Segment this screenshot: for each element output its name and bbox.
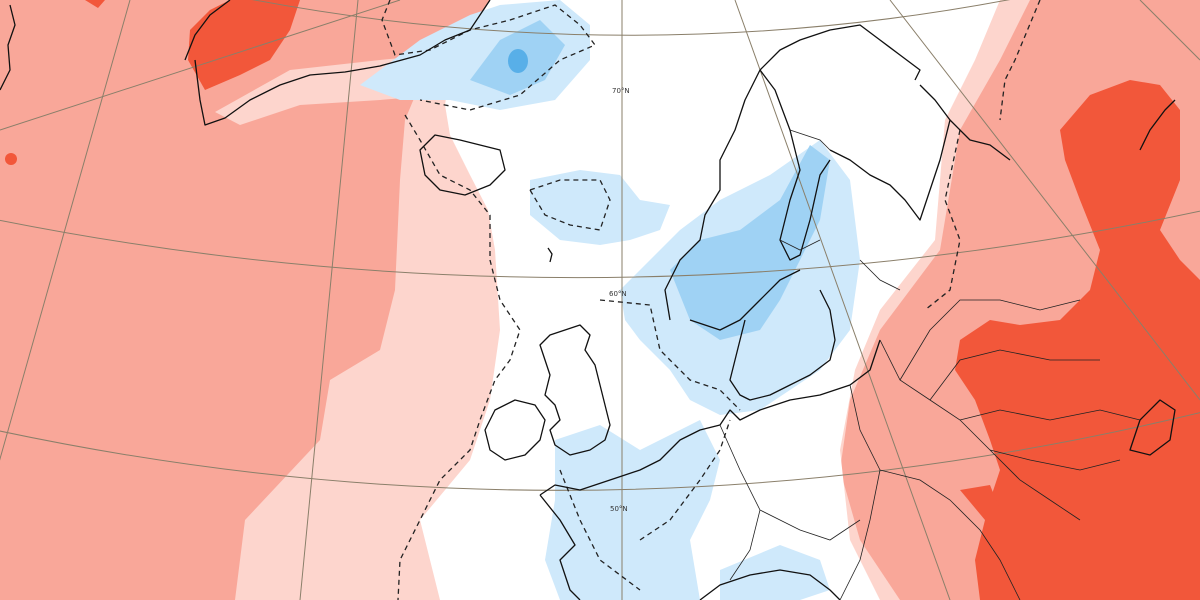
ireland-coastline (484, 399, 546, 461)
cold-strong-anomaly-core (508, 49, 528, 73)
zero-contour-dashed (559, 469, 641, 591)
zero-contour-dashed (924, 129, 961, 311)
meridian-line (734, 0, 951, 600)
cold-light-anomaly-norwegian-sea (530, 170, 670, 245)
baltic-coastline (729, 289, 836, 401)
meridian-line (1139, 0, 1200, 61)
iceland-coastline (419, 134, 506, 196)
meridian-line (0, 0, 131, 461)
latitude-70-label: 70°N (612, 87, 630, 95)
zero-contour-dashed (529, 179, 611, 231)
arctic-russia-coast (949, 119, 1011, 161)
meridian-line (299, 0, 359, 600)
greenland-coastline (184, 0, 491, 126)
zero-contour-dashed (381, 0, 597, 111)
faroe-islands (547, 247, 553, 263)
latitude-60-label: 60°N (609, 290, 627, 298)
mediterranean-coastline (699, 569, 841, 600)
latitude-60-line (0, 210, 1200, 279)
cold-light-anomaly-france (545, 420, 720, 600)
country-border (959, 409, 1141, 471)
meridian-line (0, 0, 401, 131)
warm-strong-anomaly-dot (5, 153, 17, 165)
country-border (899, 299, 1100, 401)
country-border (719, 424, 861, 581)
novaya-zemlya-coast (1139, 99, 1176, 151)
warm-strong-anomaly-black-sea (960, 485, 1000, 520)
zero-contour-dashed (599, 299, 741, 411)
latitude-50-line (0, 412, 1200, 491)
warm-strong-anomaly-greenland (188, 0, 300, 90)
warm-strong-anomaly-corner (85, 0, 105, 8)
country-border (839, 339, 1081, 600)
zero-contour-dashed (999, 0, 1041, 121)
warm-strong-anomaly-eastern-europe (955, 80, 1200, 600)
latitude-70-line (252, 0, 1010, 36)
zero-contour-dashed (397, 114, 521, 600)
latitude-50-label: 50°N (610, 505, 628, 513)
country-border (779, 129, 901, 291)
black-sea-coastline (1129, 399, 1176, 456)
great-britain-coastline (539, 324, 611, 456)
finland-coastline (829, 84, 951, 221)
cold-light-anomaly-iberia (720, 545, 830, 600)
cold-medium-anomaly-scandinavia (670, 145, 830, 340)
meridian-line (889, 0, 1200, 401)
greenland-west-coast (0, 4, 16, 91)
country-border (879, 469, 1021, 600)
